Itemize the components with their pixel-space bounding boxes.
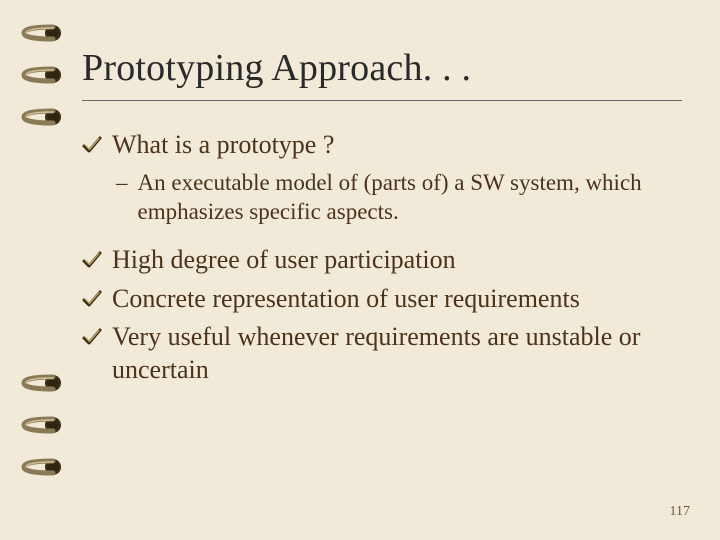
bullet-text: Concrete representation of user requirem… — [112, 283, 682, 316]
dash-icon: – — [116, 168, 128, 197]
bullet-text: What is a prototype ? — [112, 129, 682, 162]
bullet-text: An executable model of (parts of) a SW s… — [138, 168, 683, 227]
checkmark-icon — [82, 135, 102, 155]
page-number: 117 — [670, 504, 690, 520]
binder-ring — [20, 64, 64, 86]
bullet-level2: –An executable model of (parts of) a SW … — [116, 168, 682, 227]
binder-ring — [20, 372, 64, 394]
checkmark-icon — [82, 289, 102, 309]
checkmark-icon — [82, 327, 102, 347]
bullet-text: Very useful whenever requirements are un… — [112, 321, 682, 386]
slide-body: What is a prototype ? –An executable mode… — [82, 129, 682, 386]
bullet-text: High degree of user participation — [112, 244, 682, 277]
slide-title: Prototyping Approach. . . — [82, 46, 682, 90]
slide-content: Prototyping Approach. . . What is a prot… — [82, 46, 682, 392]
bullet-level1: What is a prototype ? — [82, 129, 682, 162]
bullet-level1: Concrete representation of user requirem… — [82, 283, 682, 316]
binder-ring — [20, 414, 64, 436]
bullet-level1: High degree of user participation — [82, 244, 682, 277]
binder-ring — [20, 106, 64, 128]
bullet-level1: Very useful whenever requirements are un… — [82, 321, 682, 386]
spiral-binding — [0, 0, 64, 540]
binder-ring — [20, 22, 64, 44]
checkmark-icon — [82, 250, 102, 270]
title-rule — [82, 100, 682, 101]
binder-ring — [20, 456, 64, 478]
